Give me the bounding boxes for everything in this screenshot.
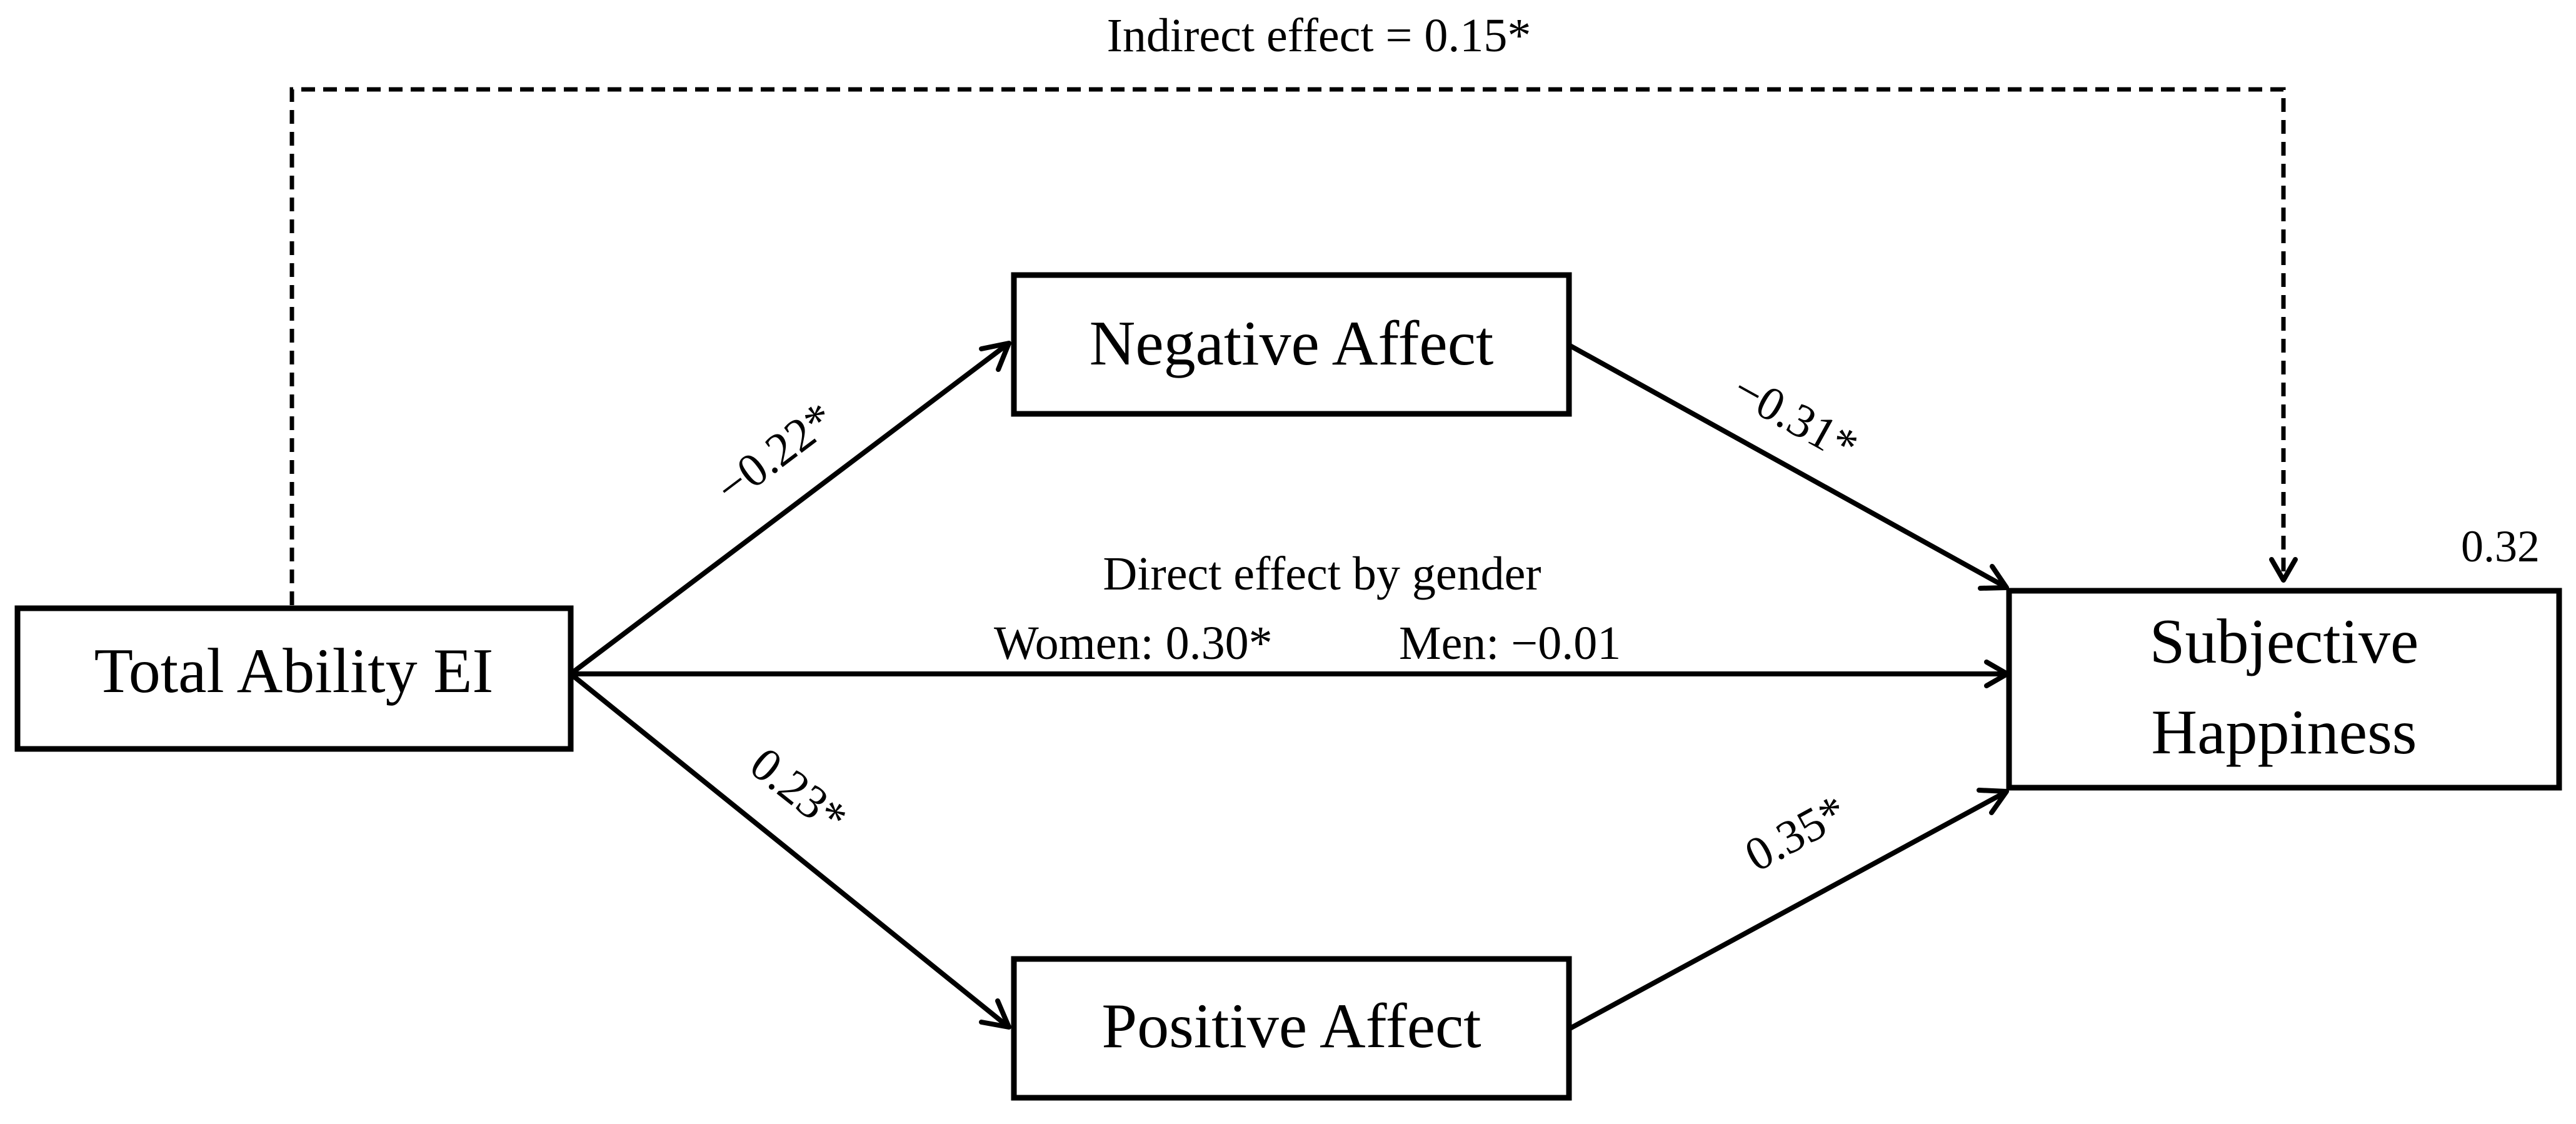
node-subjective-happiness: Subjective Happiness [2006,588,2562,791]
node-negative-affect-label: Negative Affect [1090,308,1494,379]
direct-effect-men: Men: −0.01 [1399,617,1621,670]
node-subjective-happiness-line2: Happiness [2152,697,2417,768]
node-subjective-happiness-line1: Subjective [2150,606,2419,677]
direct-effect-title: Direct effect by gender [1103,548,1541,600]
node-negative-affect: Negative Affect [1011,272,1572,417]
indirect-effect-path [289,87,2298,605]
node-positive-affect: Positive Affect [1011,956,1572,1101]
node-positive-affect-label: Positive Affect [1101,991,1481,1061]
direct-effect-women: Women: 0.30* [994,617,1273,670]
coef-ei-to-positive: 0.23* [741,737,857,845]
direct-effect-path [571,660,2010,688]
indirect-effect-label: Indirect effect = 0.15* [1107,9,1531,62]
path-negative-affect-to-happiness [1568,343,2009,591]
path-ei-to-negative-affect [569,341,1011,676]
coef-positive-to-happiness: 0.35* [1737,785,1855,881]
path-ei-to-positive-affect [569,671,1011,1030]
outcome-r-squared: 0.32 [2461,521,2540,571]
coef-negative-to-happiness: −0.31* [1724,363,1867,473]
path-positive-affect-to-happiness [1568,788,2009,1031]
node-total-ability-ei: Total Ability EI [14,605,574,752]
coef-ei-to-negative: −0.22* [706,392,844,514]
node-total-ability-ei-label: Total Ability EI [94,636,494,706]
